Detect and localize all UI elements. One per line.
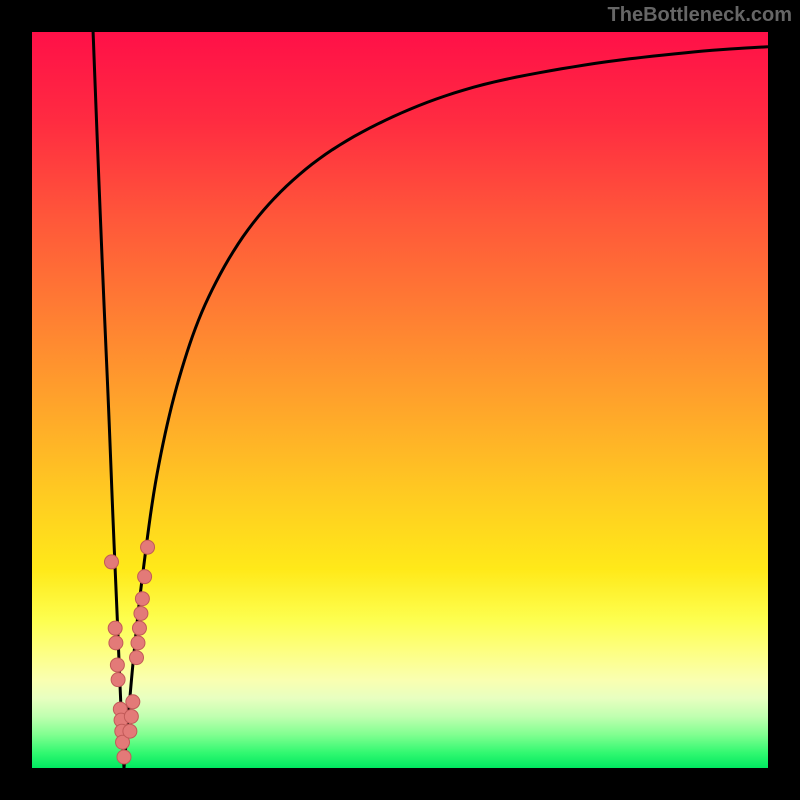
data-marker	[135, 592, 149, 606]
chart-container: TheBottleneck.com	[0, 0, 800, 800]
data-marker	[117, 750, 131, 764]
data-marker	[131, 636, 145, 650]
watermark-text: TheBottleneck.com	[608, 4, 792, 27]
data-marker	[141, 540, 155, 554]
data-marker	[126, 695, 140, 709]
data-marker	[138, 570, 152, 584]
data-marker	[111, 673, 125, 687]
data-marker	[134, 606, 148, 620]
bottleneck-chart	[0, 0, 800, 800]
data-marker	[109, 636, 123, 650]
data-marker	[108, 621, 122, 635]
data-marker	[132, 621, 146, 635]
data-marker	[130, 651, 144, 665]
data-marker	[123, 724, 137, 738]
data-marker	[124, 709, 138, 723]
data-marker	[110, 658, 124, 672]
data-marker	[104, 555, 118, 569]
